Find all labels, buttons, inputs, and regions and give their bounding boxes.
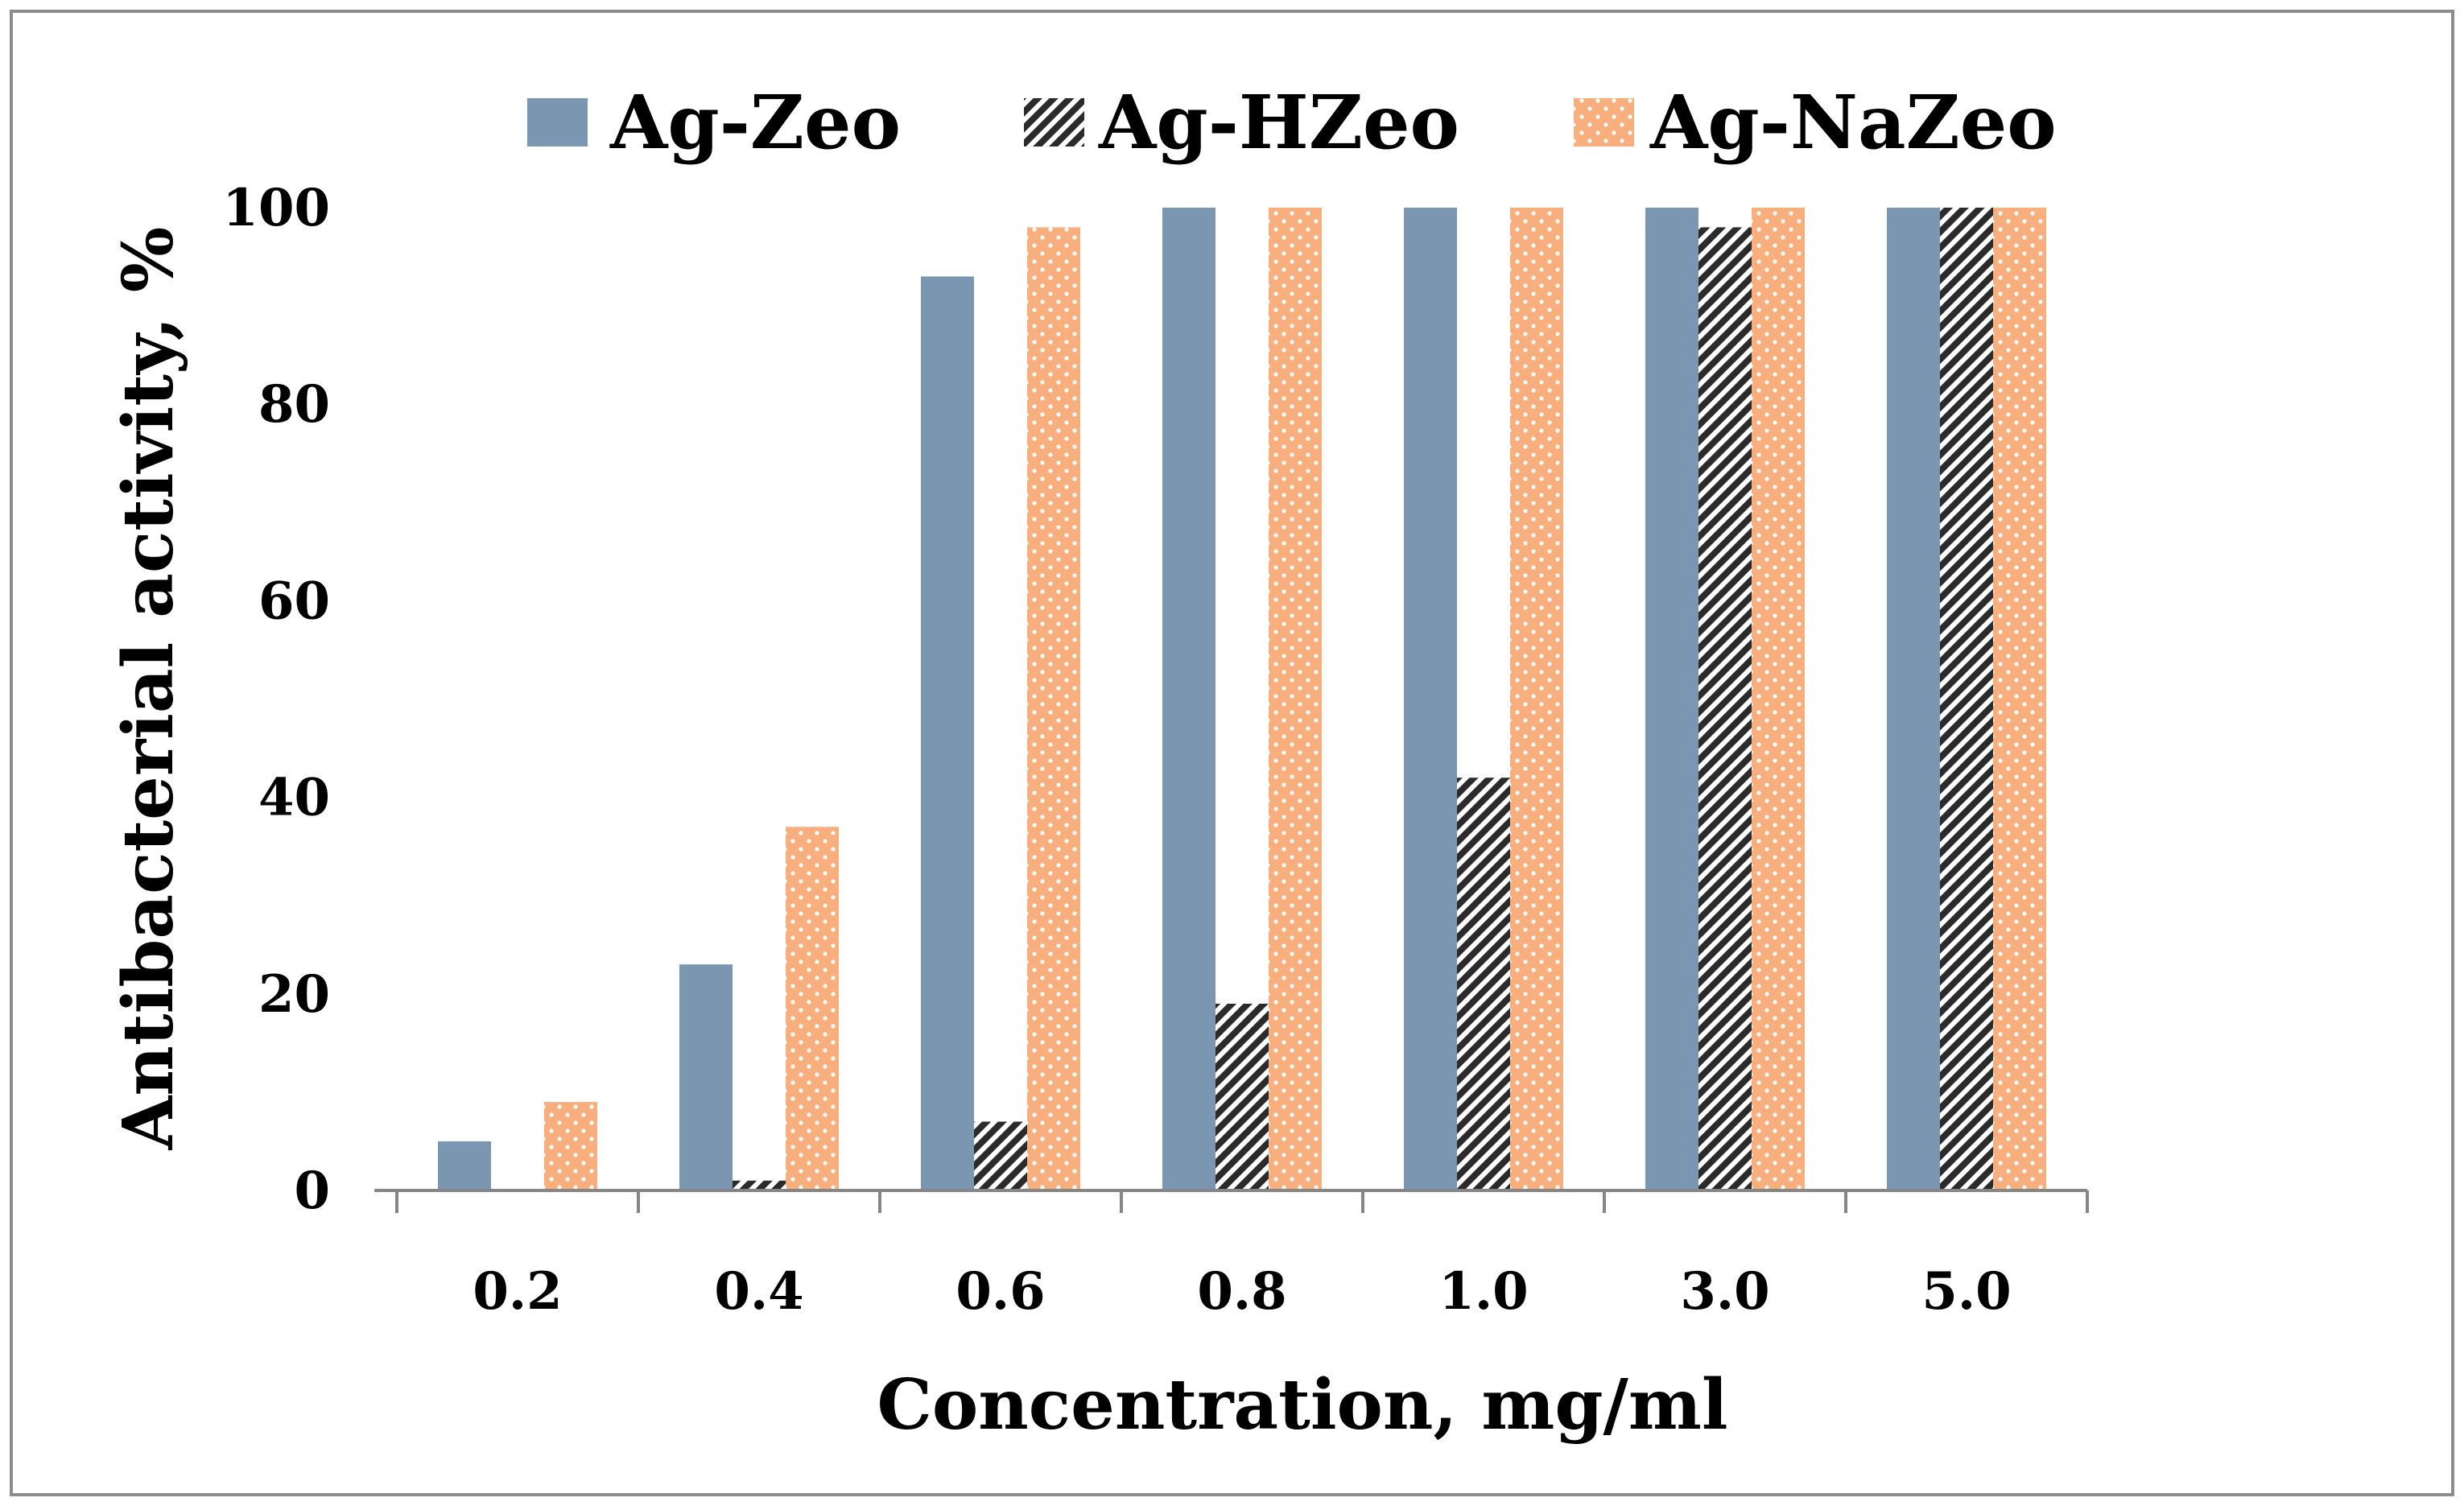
x-axis-tick-marks — [395, 1190, 2089, 1213]
y-tick-label: 80 — [258, 374, 330, 435]
bar-ag-zeo-1.0 — [1404, 208, 1457, 1190]
bar-ag-nazeo-1.0 — [1510, 208, 1563, 1190]
y-tick-label: 0 — [294, 1161, 330, 1221]
legend-label-ag-hzeo: Ag-HZeo — [1098, 79, 1459, 166]
bar-ag-hzeo-3.0 — [1698, 227, 1752, 1190]
x-axis-tick-labels: 0.2 0.4 0.6 0.8 1.0 3.0 5.0 — [473, 1261, 2011, 1322]
bar-ag-zeo-0.4 — [679, 964, 733, 1190]
x-tick-label: 5.0 — [1921, 1261, 2011, 1322]
bar-ag-zeo-5.0 — [1887, 208, 1940, 1190]
legend-label-ag-zeo: Ag-Zeo — [609, 79, 901, 166]
x-tick-label: 3.0 — [1680, 1261, 1769, 1322]
y-axis-title: Antibacterial activity, % — [108, 227, 189, 1151]
legend-swatch-ag-nazeo — [1574, 98, 1634, 146]
y-tick-label: 100 — [222, 178, 330, 238]
bar-ag-zeo-0.6 — [921, 276, 974, 1191]
bar-ag-zeo-3.0 — [1645, 208, 1698, 1190]
bar-ag-zeo-0.8 — [1162, 208, 1215, 1190]
legend-swatch-ag-hzeo — [1024, 98, 1084, 146]
y-tick-label: 40 — [258, 768, 330, 828]
x-tick-label: 0.6 — [955, 1261, 1045, 1322]
legend-swatch-ag-zeo — [527, 98, 588, 146]
legend-label-ag-nazeo: Ag-NaZeo — [1649, 79, 2057, 166]
bars — [438, 208, 2046, 1191]
bar-ag-hzeo-0.8 — [1215, 1004, 1269, 1190]
y-axis-tick-labels: 0 20 40 60 80 100 — [222, 178, 330, 1221]
bar-ag-nazeo-0.8 — [1269, 208, 1322, 1190]
bar-ag-nazeo-5.0 — [1993, 208, 2046, 1190]
bar-ag-nazeo-0.4 — [786, 827, 839, 1190]
x-tick-label: 1.0 — [1438, 1261, 1528, 1322]
legend: Ag-Zeo Ag-HZeo Ag-NaZeo — [527, 79, 2057, 166]
bar-ag-hzeo-1.0 — [1457, 778, 1510, 1190]
x-tick-label: 0.4 — [714, 1261, 803, 1322]
x-tick-label: 0.8 — [1197, 1261, 1286, 1322]
bar-ag-nazeo-0.2 — [544, 1102, 597, 1190]
bar-ag-nazeo-0.6 — [1027, 227, 1080, 1190]
bar-ag-hzeo-0.6 — [974, 1121, 1027, 1190]
bar-ag-hzeo-5.0 — [1940, 208, 1993, 1190]
bar-ag-zeo-0.2 — [438, 1141, 491, 1190]
bar-ag-hzeo-0.4 — [733, 1180, 786, 1190]
x-axis-title: Concentration, mg/ml — [877, 1364, 1727, 1446]
bar-ag-nazeo-3.0 — [1752, 208, 1805, 1190]
y-tick-label: 60 — [258, 571, 330, 631]
x-tick-label: 0.2 — [473, 1261, 562, 1322]
y-tick-label: 20 — [258, 964, 330, 1025]
